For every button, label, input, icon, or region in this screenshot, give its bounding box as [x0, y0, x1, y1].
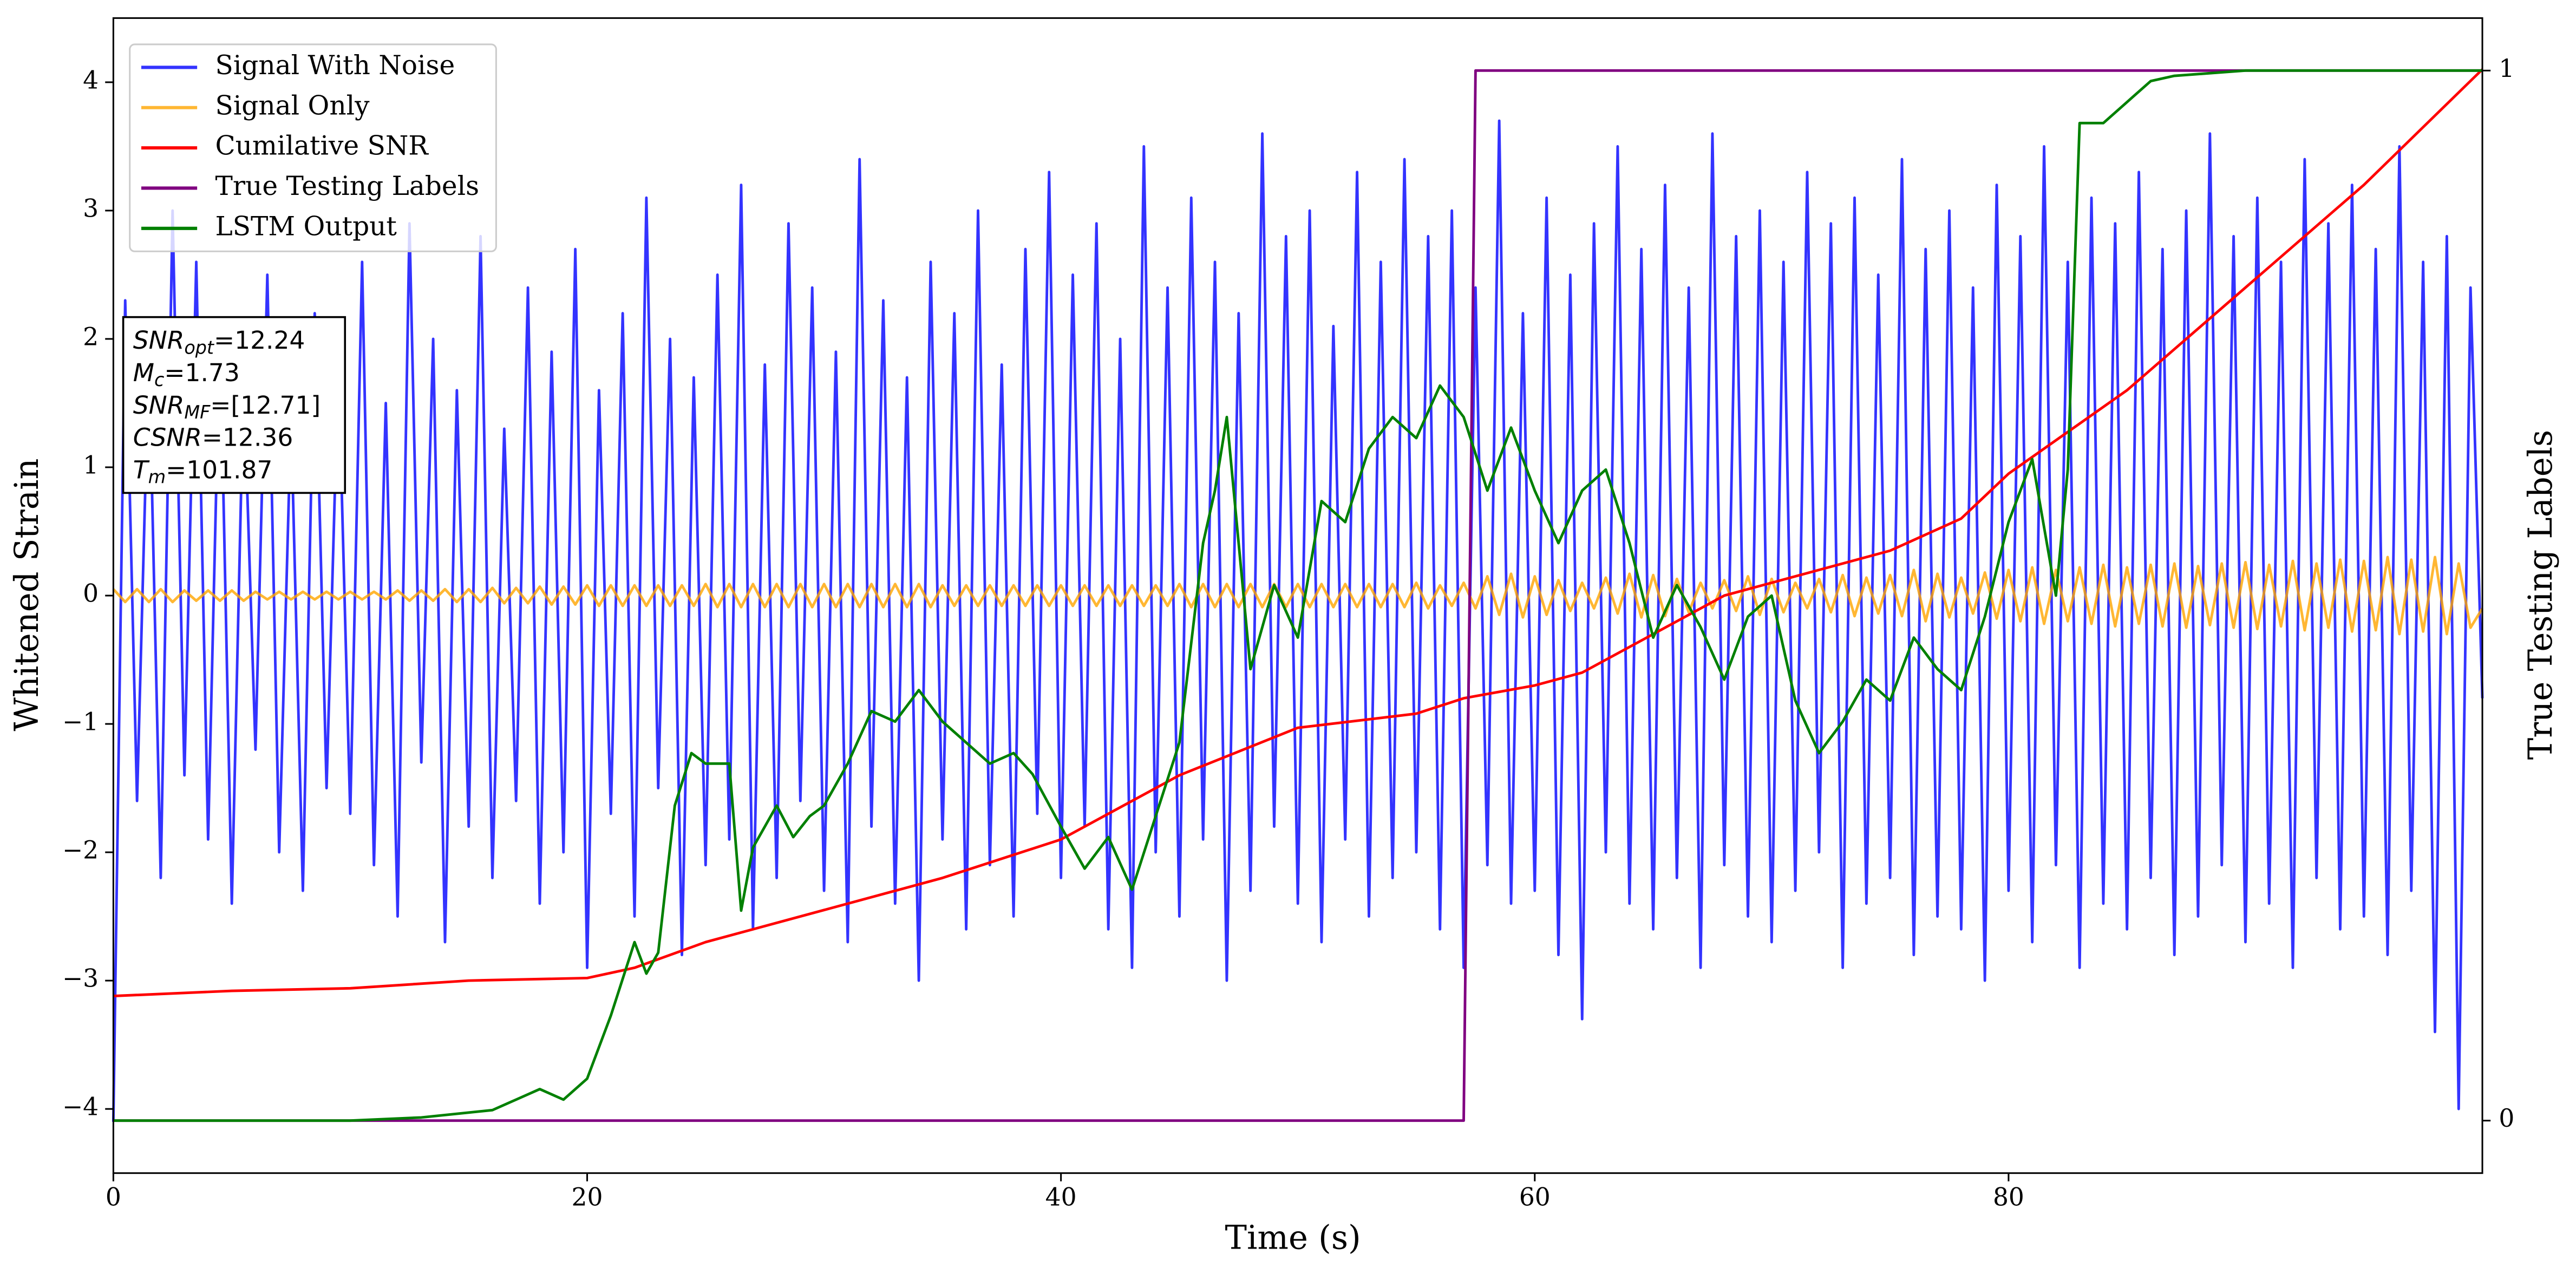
- annotation-value: =[12.71]: [210, 390, 321, 419]
- legend: Signal With Noise Signal Only Cumilative S…: [129, 43, 497, 252]
- legend-label: Signal Only: [215, 90, 370, 121]
- annotation-value: =1.73: [164, 358, 239, 387]
- y-tick-label: 1: [83, 450, 99, 479]
- annotation-symbol: M: [133, 358, 154, 387]
- legend-label: LSTM Output: [215, 211, 397, 241]
- y-tick-label: 0: [83, 579, 99, 608]
- series-line: [112, 556, 2484, 636]
- y2-tick-label: 0: [2499, 1104, 2514, 1133]
- y-tick-label: 2: [83, 322, 99, 351]
- annotation-subscript: c: [154, 369, 164, 390]
- annotation-subscript: MF: [184, 401, 211, 422]
- series-line: [112, 119, 2484, 1122]
- x-tick-label: 40: [1045, 1183, 1077, 1212]
- annotation-symbol: CSNR: [133, 423, 202, 452]
- annotation-symbol: SNR: [133, 326, 185, 355]
- y-tick-label: −4: [62, 1093, 99, 1121]
- x-tick-label: 80: [1993, 1183, 2024, 1212]
- y-tick-label: 4: [83, 66, 99, 94]
- legend-label: Cumilative SNR: [215, 131, 429, 161]
- series-line: [113, 68, 2483, 998]
- y-tick-label: −2: [62, 836, 99, 865]
- annotation-value: =12.36: [202, 423, 293, 452]
- y-axis-label: Whitened Strain: [8, 459, 46, 731]
- annotation-value: =12.24: [214, 326, 305, 355]
- annotation-line: SNRMF=[12.71]: [133, 390, 321, 422]
- legend-label: Signal With Noise: [215, 50, 455, 81]
- x-axis-label: Time (s): [1225, 1219, 1361, 1257]
- y2-tick-label: 1: [2499, 54, 2514, 83]
- annotation-symbol: SNR: [133, 390, 185, 419]
- annotation-box: SNRopt=12.24Mc=1.73SNRMF=[12.71]CSNR=12.…: [122, 316, 346, 494]
- annotation-symbol: T: [133, 455, 150, 484]
- series-line: [113, 69, 2483, 1122]
- x-tick-label: 20: [572, 1183, 603, 1212]
- x-tick-label: 60: [1519, 1183, 1551, 1212]
- legend-label: True Testing Labels: [215, 171, 480, 201]
- annotation-frame: [122, 316, 346, 494]
- y-tick-label: 3: [83, 194, 99, 223]
- annotation-subscript: m: [148, 466, 166, 487]
- plot-area: [112, 68, 2484, 1122]
- annotation-value: =101.87: [166, 455, 272, 484]
- legend-box: [129, 43, 497, 252]
- annotation-line: Mc=1.73: [133, 358, 240, 390]
- annotation-line: SNRopt=12.24: [133, 326, 305, 358]
- annotation-line: CSNR=12.36: [133, 423, 293, 452]
- x-tick-label: 0: [106, 1183, 121, 1212]
- y2-axis-label: True Testing Labels: [2522, 430, 2560, 760]
- annotation-subscript: opt: [184, 337, 215, 358]
- y-tick-label: −3: [62, 964, 99, 993]
- annotation-line: Tm=101.87: [133, 455, 273, 487]
- y-tick-label: −1: [62, 708, 99, 736]
- series-line: [113, 69, 2483, 1122]
